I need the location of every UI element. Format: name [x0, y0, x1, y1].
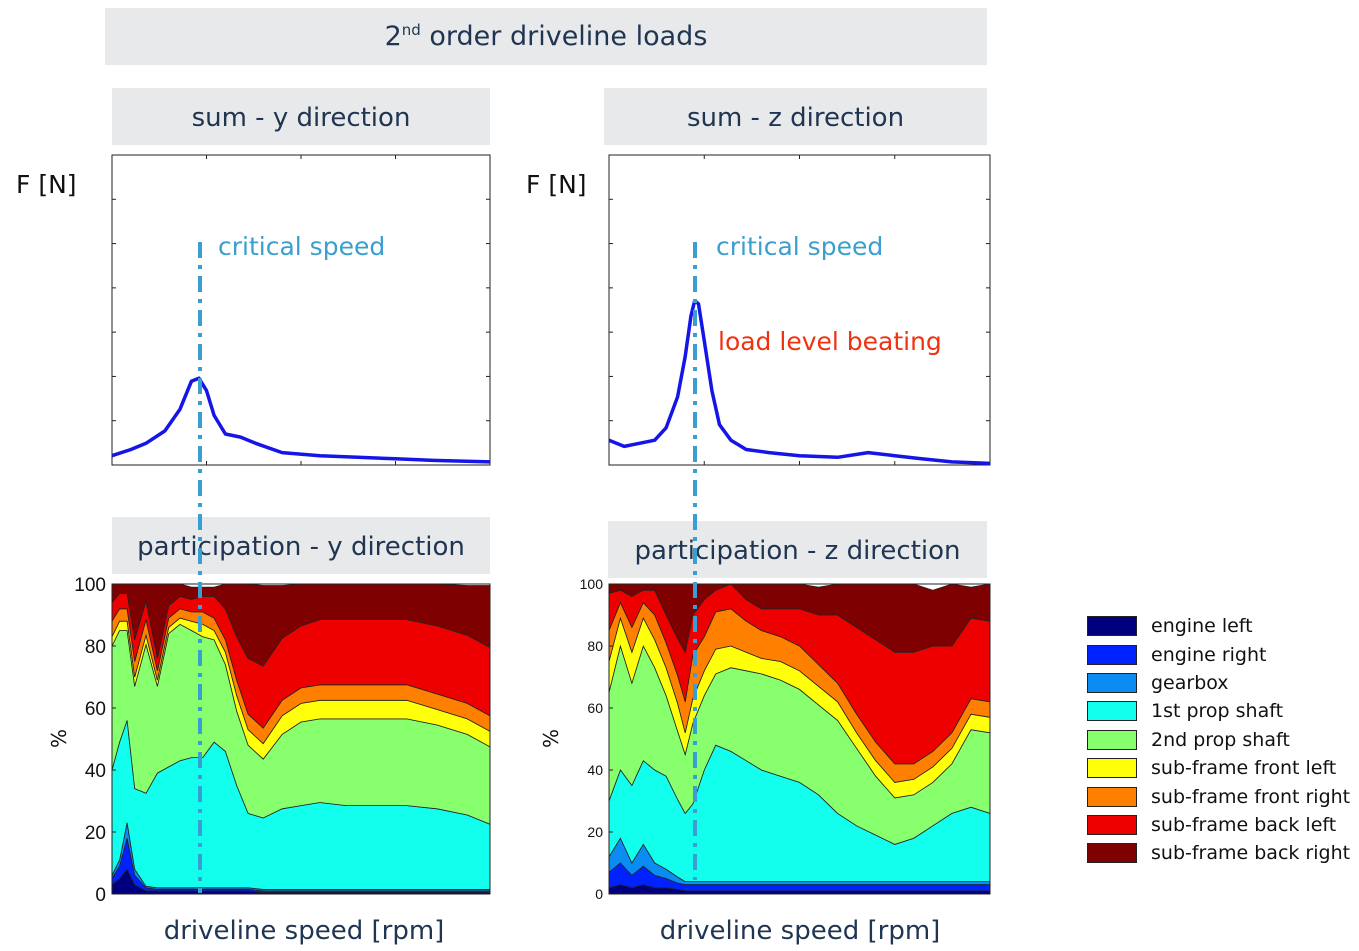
main-title: 2nd order driveline loads	[105, 8, 987, 65]
y-tick-label: 100	[580, 576, 604, 592]
y-tick-label: 0	[95, 885, 106, 906]
y-tick-label: 60	[587, 700, 603, 716]
series-line-sum-y	[111, 376, 491, 464]
y-tick-label: 40	[587, 762, 603, 778]
legend-swatch	[1087, 814, 1137, 835]
legend-swatch	[1087, 616, 1137, 637]
legend-label: sub-frame back left	[1151, 813, 1337, 836]
critical-speed-label: critical speed	[716, 232, 883, 261]
f-label-y: F [N]	[16, 170, 77, 199]
sum-y-title: sum - y direction	[112, 88, 490, 145]
y-tick-label: 40	[85, 761, 106, 782]
series-line-sum-z	[608, 298, 991, 466]
critical-speed-label: critical speed	[218, 232, 385, 261]
legend-item: 1st prop shaft	[1087, 697, 1350, 725]
legend-swatch	[1087, 758, 1137, 779]
plot-frame-participation-z	[608, 583, 991, 895]
plot-frame-sum-z	[608, 154, 991, 466]
plot-frame-sum-y	[111, 154, 491, 466]
legend-label: engine left	[1151, 615, 1253, 638]
legend-label: 1st prop shaft	[1151, 700, 1284, 723]
y-tick-label: 100	[74, 575, 106, 596]
x-label-y: driveline speed [rpm]	[163, 916, 445, 946]
y-tick-label: 20	[587, 824, 603, 840]
x-label-z: driveline speed [rpm]	[659, 916, 941, 946]
y-tick-label: 60	[85, 699, 106, 720]
legend-label: gearbox	[1151, 671, 1229, 694]
plot-frame-participation-y	[111, 583, 491, 895]
legend-item: 2nd prop shaft	[1087, 726, 1350, 754]
y-axis-label: %	[539, 729, 563, 748]
legend-swatch	[1087, 644, 1137, 665]
y-tick-label: 20	[85, 823, 106, 844]
main-title-pre: 2	[384, 21, 402, 52]
main-title-sup: nd	[401, 21, 421, 39]
legend-swatch	[1087, 843, 1137, 864]
y-axis-label: %	[47, 729, 71, 748]
legend-swatch	[1087, 729, 1137, 750]
legend-item: gearbox	[1087, 669, 1350, 697]
participation-z-title: participation - z direction	[608, 521, 987, 578]
participation-y-title: participation - y direction	[112, 517, 490, 574]
legend-item: sub-frame front left	[1087, 754, 1350, 782]
legend-item: sub-frame back left	[1087, 811, 1350, 839]
load-level-beating-label: load level beating	[718, 327, 942, 356]
legend-label: 2nd prop shaft	[1151, 728, 1290, 751]
legend-item: sub-frame back right	[1087, 839, 1350, 867]
main-title-post: order driveline loads	[420, 21, 708, 52]
y-tick-label: 0	[595, 886, 603, 902]
legend-label: engine right	[1151, 643, 1267, 666]
legend-label: sub-frame front right	[1151, 785, 1351, 808]
f-label-z: F [N]	[526, 170, 587, 199]
legend-swatch	[1087, 701, 1137, 722]
legend-swatch	[1087, 672, 1137, 693]
legend-label: sub-frame back right	[1151, 842, 1351, 865]
legend: engine left engine right gearbox 1st prop s…	[1087, 612, 1350, 868]
legend-swatch	[1087, 786, 1137, 807]
legend-item: sub-frame front right	[1087, 782, 1350, 810]
y-tick-label: 80	[587, 638, 603, 654]
legend-item: engine left	[1087, 612, 1350, 640]
legend-label: sub-frame front left	[1151, 757, 1337, 780]
legend-item: engine right	[1087, 640, 1350, 668]
sum-z-title: sum - z direction	[604, 88, 987, 145]
y-tick-label: 80	[85, 637, 106, 658]
